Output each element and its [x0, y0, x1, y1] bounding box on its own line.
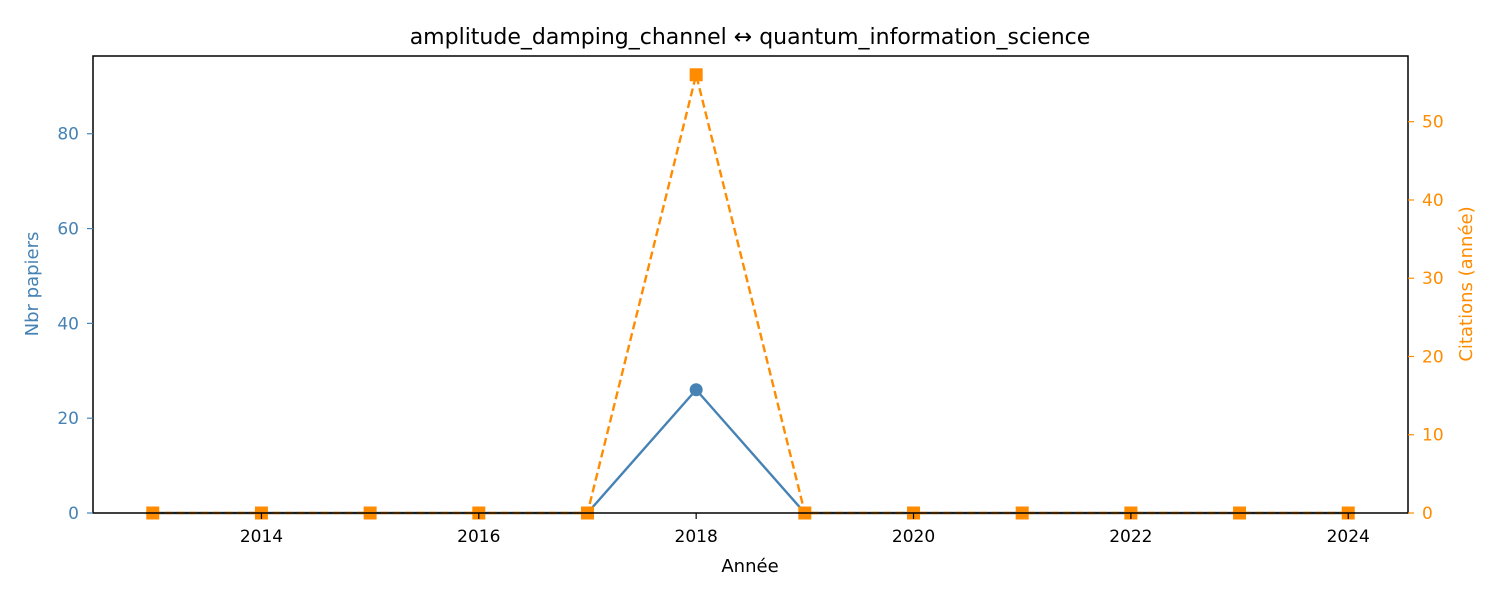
y-right-tick-label: 50: [1422, 113, 1444, 133]
y-right-tick-label: 30: [1422, 269, 1444, 289]
y-left-tick-label: 20: [57, 409, 79, 429]
x-tick-label: 2016: [457, 527, 500, 547]
y-axis-right: 0 10 20 30 40 50: [1408, 113, 1444, 524]
x-tick-label: 2014: [240, 527, 283, 547]
y-right-tick-label: 20: [1422, 347, 1444, 367]
series-0-line: [152, 388, 1349, 515]
x-tick-label: 2018: [675, 527, 718, 547]
series-1-point: [689, 68, 703, 82]
y-axis-left-label: Nbr papiers: [22, 232, 43, 337]
y-right-tick-label: 40: [1422, 191, 1444, 211]
y-left-tick-label: 40: [57, 314, 79, 334]
y-left-tick-label: 60: [57, 220, 79, 240]
x-axis-label: Année: [721, 556, 778, 577]
x-tick-label: 2022: [1109, 527, 1152, 547]
chart-title: amplitude_damping_channel ↔ quantum_info…: [410, 25, 1091, 50]
x-tick-label: 2024: [1327, 527, 1370, 547]
y-right-tick-label: 0: [1422, 504, 1433, 524]
plot-frame: [92, 55, 1409, 514]
series-0-point: [689, 383, 703, 397]
y-right-tick-label: 10: [1422, 426, 1444, 446]
x-tick-label: 2020: [892, 527, 935, 547]
y-left-tick-label: 0: [68, 504, 79, 524]
y-axis-left: 0 20 40 60 80: [57, 125, 93, 524]
series-1-line: [152, 73, 1349, 515]
x-axis: 2014 2016 2018 2020 2022 2024: [240, 513, 1370, 547]
y-left-tick-label: 80: [57, 125, 79, 145]
y-axis-right-label: Citations (année): [1456, 206, 1477, 361]
